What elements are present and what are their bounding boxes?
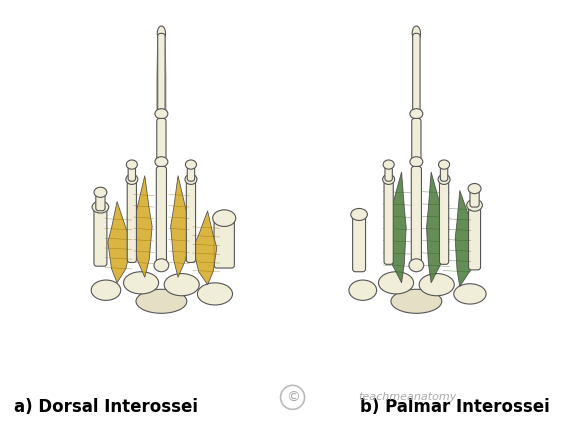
Ellipse shape xyxy=(126,174,138,184)
Ellipse shape xyxy=(383,160,394,169)
FancyBboxPatch shape xyxy=(94,209,107,266)
Ellipse shape xyxy=(136,289,187,313)
Ellipse shape xyxy=(410,157,423,167)
Polygon shape xyxy=(385,172,406,283)
FancyBboxPatch shape xyxy=(157,118,166,160)
Ellipse shape xyxy=(468,183,481,194)
Ellipse shape xyxy=(409,259,424,272)
FancyBboxPatch shape xyxy=(214,220,235,268)
FancyBboxPatch shape xyxy=(469,207,481,270)
Polygon shape xyxy=(157,40,166,114)
Polygon shape xyxy=(170,176,191,277)
Ellipse shape xyxy=(94,187,107,198)
Ellipse shape xyxy=(154,259,169,272)
FancyBboxPatch shape xyxy=(156,166,166,264)
Polygon shape xyxy=(108,202,132,283)
Ellipse shape xyxy=(198,283,232,305)
FancyBboxPatch shape xyxy=(413,33,420,112)
Ellipse shape xyxy=(349,280,377,301)
FancyBboxPatch shape xyxy=(158,33,165,112)
Ellipse shape xyxy=(123,272,158,294)
Ellipse shape xyxy=(391,289,442,313)
FancyBboxPatch shape xyxy=(187,166,195,181)
FancyBboxPatch shape xyxy=(353,216,366,272)
Ellipse shape xyxy=(126,160,137,169)
FancyBboxPatch shape xyxy=(385,166,392,181)
Ellipse shape xyxy=(438,174,450,184)
FancyBboxPatch shape xyxy=(440,166,448,181)
Ellipse shape xyxy=(410,109,423,119)
Polygon shape xyxy=(455,191,478,286)
FancyBboxPatch shape xyxy=(128,166,136,181)
Ellipse shape xyxy=(185,174,197,184)
Text: ©: © xyxy=(286,390,299,404)
Ellipse shape xyxy=(419,274,454,296)
Ellipse shape xyxy=(412,26,420,41)
Polygon shape xyxy=(132,176,152,277)
FancyBboxPatch shape xyxy=(186,181,195,263)
FancyBboxPatch shape xyxy=(412,118,421,160)
Ellipse shape xyxy=(155,157,168,167)
Ellipse shape xyxy=(383,174,395,184)
Ellipse shape xyxy=(155,109,168,119)
FancyBboxPatch shape xyxy=(470,191,479,207)
Ellipse shape xyxy=(91,280,121,301)
Text: a) Dorsal Interossei: a) Dorsal Interossei xyxy=(14,398,198,416)
Ellipse shape xyxy=(212,210,236,227)
Ellipse shape xyxy=(378,272,414,294)
Ellipse shape xyxy=(351,209,367,220)
FancyBboxPatch shape xyxy=(411,166,421,264)
Ellipse shape xyxy=(92,201,108,213)
Text: b) Palmar Interossei: b) Palmar Interossei xyxy=(360,398,550,416)
Polygon shape xyxy=(193,211,217,285)
Ellipse shape xyxy=(438,160,450,169)
FancyBboxPatch shape xyxy=(127,181,136,263)
FancyBboxPatch shape xyxy=(440,181,449,264)
Polygon shape xyxy=(427,172,448,283)
Text: teachmeanatomy: teachmeanatomy xyxy=(358,392,457,402)
FancyBboxPatch shape xyxy=(96,194,105,211)
Ellipse shape xyxy=(185,160,197,169)
Ellipse shape xyxy=(164,274,199,296)
Ellipse shape xyxy=(157,26,165,41)
FancyBboxPatch shape xyxy=(384,181,393,264)
Ellipse shape xyxy=(467,199,482,211)
Ellipse shape xyxy=(454,284,486,304)
